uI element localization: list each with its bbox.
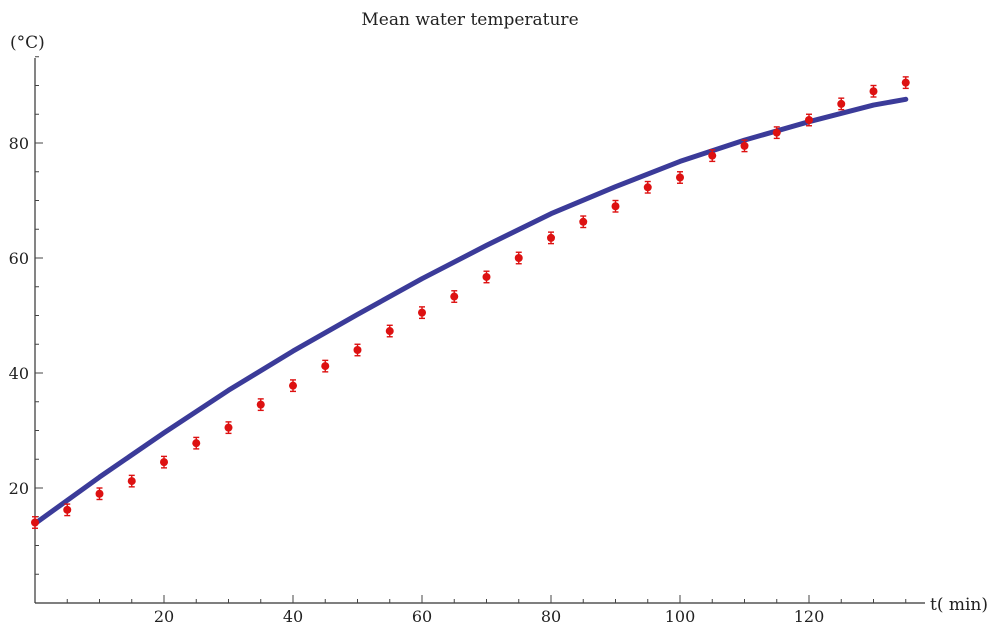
data-point — [482, 270, 491, 284]
data-point-marker — [740, 141, 749, 150]
data-point-marker — [482, 272, 491, 281]
data-point — [611, 199, 620, 213]
data-point — [256, 398, 265, 412]
data-point-marker — [31, 518, 39, 527]
data-point — [740, 139, 749, 153]
data-point — [418, 306, 426, 320]
fit-curve — [32, 96, 909, 527]
data-point — [353, 343, 362, 357]
data-points-layer — [31, 76, 910, 529]
data-point — [676, 171, 684, 184]
data-point — [321, 359, 330, 373]
data-point-marker — [385, 327, 394, 336]
data-point — [869, 84, 878, 98]
data-point-marker — [837, 99, 846, 108]
data-point — [31, 516, 39, 529]
x-tick-label: 120 — [794, 607, 825, 626]
y-axis-label: (°C) — [10, 33, 45, 53]
data-point — [289, 379, 297, 393]
data-point-marker — [95, 489, 104, 498]
y-tick-label: 60 — [9, 249, 29, 268]
y-tick-label: 80 — [9, 134, 29, 153]
data-point — [192, 436, 201, 450]
data-point-marker — [353, 346, 362, 354]
data-point-marker — [579, 217, 588, 226]
data-point-marker — [611, 202, 620, 211]
data-point-marker — [514, 254, 523, 262]
data-point — [901, 76, 910, 90]
x-tick-label: 40 — [283, 607, 303, 626]
data-point-marker — [676, 173, 684, 182]
x-tick-label: 20 — [154, 607, 174, 626]
data-point — [63, 503, 72, 517]
chart-title: Mean water temperature — [361, 10, 578, 30]
data-point — [805, 113, 813, 127]
data-point-marker — [192, 439, 201, 448]
x-tick-label: 100 — [665, 607, 696, 626]
data-point-marker — [224, 423, 233, 432]
data-point-marker — [805, 116, 813, 124]
data-point — [127, 474, 136, 488]
x-axis-label: t( min) — [930, 595, 988, 615]
data-point — [579, 215, 588, 229]
data-point-marker — [708, 151, 717, 160]
data-point-marker — [289, 381, 297, 390]
data-point — [95, 487, 104, 501]
y-tick-label: 20 — [9, 479, 29, 498]
data-point-marker — [772, 128, 781, 137]
axis-ticks: 20 40 60 80 100 120 20 40 60 80 — [9, 56, 907, 626]
data-point-marker — [450, 292, 459, 301]
x-tick-label: 80 — [541, 607, 561, 626]
data-point — [643, 180, 652, 194]
x-tick-label: 60 — [412, 607, 432, 626]
data-point-marker — [547, 233, 555, 242]
data-point-marker — [643, 183, 652, 192]
data-point — [708, 149, 717, 163]
data-point — [160, 455, 168, 469]
data-point — [514, 251, 523, 265]
data-point — [772, 126, 781, 140]
data-point — [385, 324, 394, 338]
data-point-marker — [869, 87, 878, 96]
data-point-marker — [418, 308, 426, 317]
data-point-marker — [321, 362, 330, 371]
data-point-marker — [127, 477, 136, 486]
data-point-marker — [160, 458, 168, 467]
data-point — [450, 290, 459, 303]
data-point — [547, 231, 555, 245]
data-point — [224, 421, 233, 435]
y-tick-label: 40 — [9, 364, 29, 383]
fit-curve-layer — [32, 96, 909, 527]
data-point-marker — [63, 505, 72, 514]
data-point-marker — [901, 78, 910, 87]
data-point — [837, 97, 846, 111]
data-point-marker — [256, 400, 265, 409]
